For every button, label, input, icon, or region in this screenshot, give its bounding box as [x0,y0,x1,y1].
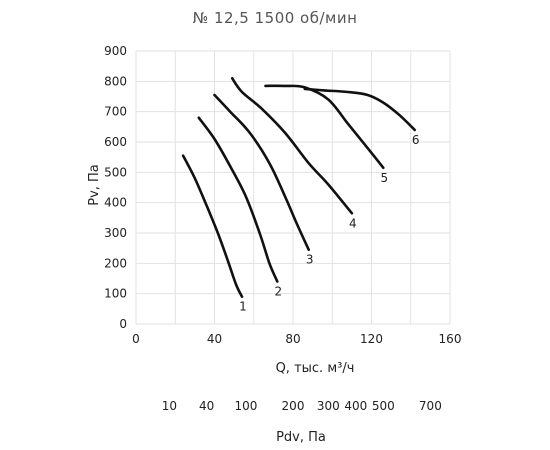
x-ticks: 0 40 80 120 160 [132,332,461,346]
grid [135,50,451,325]
curve-3 [213,93,310,251]
y-tick-label: 700 [104,105,127,119]
y-tick-label: 800 [104,74,127,88]
pdv-tick-label: 10 [162,399,177,413]
y-tick-label: 400 [104,196,127,210]
y-tick-label: 100 [104,287,127,301]
x-tick-label: 40 [207,332,222,346]
pdv-tick-label: 500 [372,399,395,413]
curve-4 [230,77,354,215]
y-tick-label: 900 [104,44,127,58]
x-axis-label: Q, тыс. м³/ч [276,361,355,376]
curve-label-2: 2 [274,285,282,299]
pdv-axis-label: Pdv, Па [276,430,326,445]
x-tick-label: 0 [132,332,140,346]
curve-1 [181,154,244,298]
y-tick-label: 600 [104,135,127,149]
curve-5 [264,84,385,170]
curve-label-3: 3 [306,253,314,267]
x-tick-label: 160 [439,332,462,346]
pdv-tick-label: 200 [282,399,305,413]
y-tick-label: 500 [104,165,127,179]
curve-label-6: 6 [412,133,420,147]
pdv-tick-label: 400 [344,399,367,413]
fan-curves: 1 2 3 4 5 6 [181,77,420,314]
pdv-tick-label: 100 [234,399,257,413]
x-tick-label: 80 [285,332,300,346]
pdv-tick-label: 700 [419,399,442,413]
pdv-tick-label: 300 [317,399,340,413]
pdv-tick-label: 40 [199,399,214,413]
curve-2 [197,116,279,283]
curve-label-5: 5 [380,171,388,185]
y-tick-label: 200 [104,256,127,270]
y-tick-label: 300 [104,226,127,240]
chart-title: № 12,5 1500 об/мин [192,9,358,27]
y-ticks: 0 100 200 300 400 500 600 700 800 900 [104,44,127,331]
curve-label-1: 1 [239,300,247,314]
curve-label-4: 4 [349,216,357,230]
x-tick-label: 120 [360,332,383,346]
y-axis-label: Pv, Па [87,164,102,206]
pdv-axis-ticks: 10 40 100 200 300 400 500 700 [162,399,442,413]
y-tick-label: 0 [119,317,127,331]
curve-6 [303,87,416,132]
